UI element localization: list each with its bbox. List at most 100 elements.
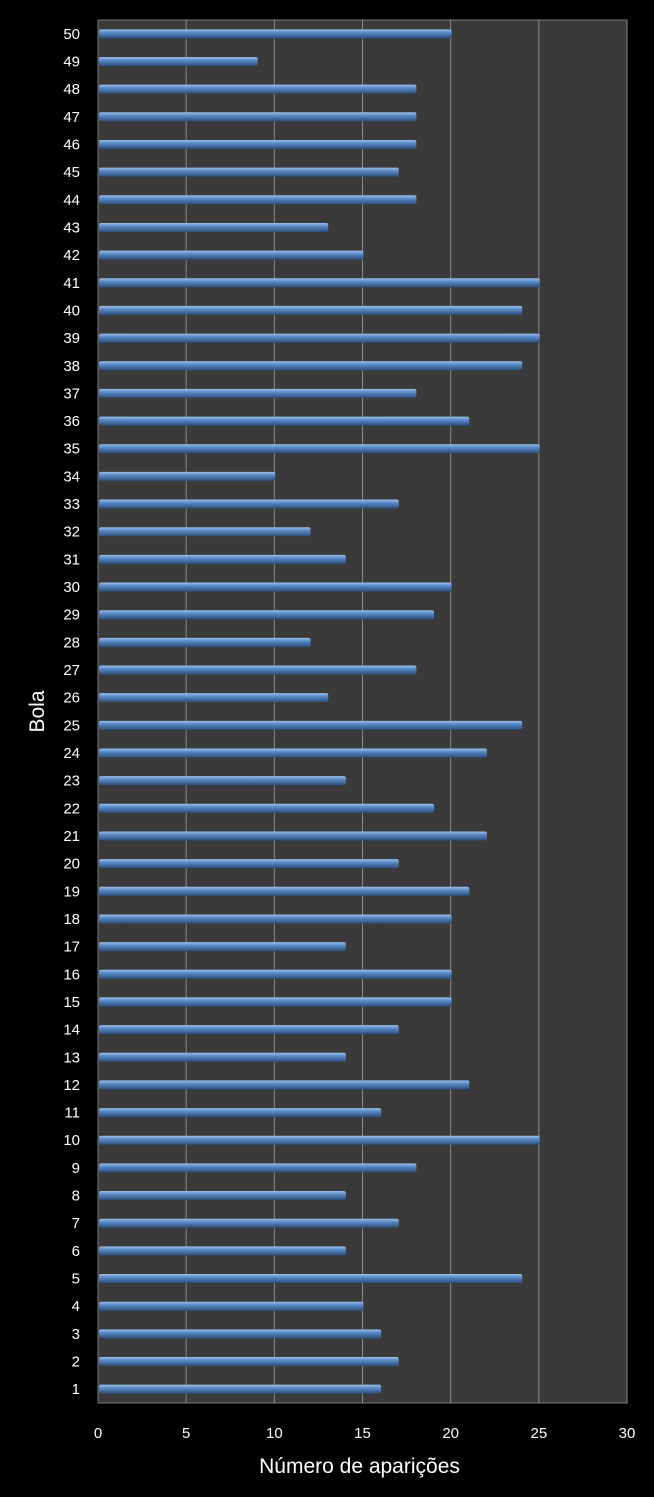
y-tick-label: 6 <box>72 1243 80 1260</box>
y-tick-label: 3 <box>72 1326 80 1343</box>
y-tick-label: 29 <box>63 607 80 624</box>
y-tick-label: 14 <box>63 1022 80 1039</box>
x-tick-label: 5 <box>182 1425 190 1442</box>
bar-41 <box>99 278 540 288</box>
bar-25 <box>99 720 523 730</box>
y-tick-label: 16 <box>63 966 80 983</box>
bar-30 <box>99 582 452 592</box>
bar-42 <box>99 250 364 260</box>
y-tick-label: 35 <box>63 441 80 458</box>
y-tick-label: 2 <box>72 1354 80 1371</box>
y-tick-label: 32 <box>63 524 80 541</box>
bar-19 <box>99 886 470 896</box>
y-tick-label: 27 <box>63 662 80 679</box>
y-tick-label: 34 <box>63 468 80 485</box>
bar-38 <box>99 361 523 371</box>
y-tick-label: 11 <box>64 1105 80 1122</box>
bar-9 <box>99 1163 417 1173</box>
bar-32 <box>99 527 311 537</box>
y-tick-label: 13 <box>63 1049 80 1066</box>
y-tick-label: 17 <box>63 939 80 956</box>
bar-2 <box>99 1357 399 1367</box>
bar-21 <box>99 831 487 841</box>
bar-29 <box>99 610 435 620</box>
y-tick-label: 12 <box>63 1077 80 1094</box>
bar-15 <box>99 997 452 1007</box>
bar-40 <box>99 305 523 315</box>
bar-17 <box>99 942 346 952</box>
bar-26 <box>99 693 329 703</box>
y-tick-label: 25 <box>63 717 80 734</box>
y-tick-label: 30 <box>63 579 80 596</box>
x-axis-label: Número de aparições <box>259 1455 460 1478</box>
bar-22 <box>99 803 435 813</box>
y-tick-label: 28 <box>63 634 80 651</box>
y-tick-label: 24 <box>63 745 80 762</box>
bar-6 <box>99 1246 346 1256</box>
y-tick-label: 40 <box>63 302 80 319</box>
x-tick-label: 0 <box>94 1425 102 1442</box>
bar-36 <box>99 416 470 426</box>
bar-34 <box>99 471 276 481</box>
y-tick-label: 8 <box>72 1188 80 1205</box>
y-axis-label: Bola <box>26 690 49 732</box>
bar-31 <box>99 554 346 564</box>
bar-3 <box>99 1329 382 1339</box>
y-tick-label: 22 <box>63 800 80 817</box>
bar-11 <box>99 1108 382 1118</box>
bar-35 <box>99 444 540 454</box>
bar-12 <box>99 1080 470 1090</box>
y-tick-label: 48 <box>63 81 80 98</box>
bar-7 <box>99 1218 399 1228</box>
bar-44 <box>99 195 417 205</box>
y-tick-label: 19 <box>63 883 80 900</box>
bar-5 <box>99 1274 523 1284</box>
y-tick-label: 33 <box>63 496 80 513</box>
y-tick-label: 20 <box>63 856 80 873</box>
bar-24 <box>99 748 487 758</box>
y-tick-label: 21 <box>63 828 80 845</box>
y-tick-label: 38 <box>63 358 80 375</box>
bar-1 <box>99 1384 382 1394</box>
y-tick-label: 5 <box>72 1271 80 1288</box>
bar-33 <box>99 499 399 509</box>
bar-49 <box>99 56 258 66</box>
y-tick-label: 9 <box>72 1160 80 1177</box>
y-tick-label: 36 <box>63 413 80 430</box>
bar-4 <box>99 1301 364 1311</box>
y-tick-label: 46 <box>63 136 80 153</box>
y-tick-label: 31 <box>63 551 80 568</box>
y-tick-label: 26 <box>63 690 80 707</box>
bar-43 <box>99 222 329 232</box>
bar-48 <box>99 84 417 94</box>
y-tick-label: 18 <box>63 911 80 928</box>
y-tick-label: 23 <box>63 773 80 790</box>
y-tick-label: 15 <box>63 994 80 1011</box>
x-tick-label: 10 <box>266 1425 283 1442</box>
y-tick-label: 41 <box>63 275 80 292</box>
bar-50 <box>99 29 452 39</box>
bar-8 <box>99 1191 346 1201</box>
y-tick-label: 1 <box>72 1381 80 1398</box>
bar-14 <box>99 1025 399 1035</box>
y-tick-label: 7 <box>72 1215 80 1232</box>
y-tick-label: 39 <box>63 330 80 347</box>
bar-37 <box>99 388 417 398</box>
y-tick-label: 42 <box>63 247 80 264</box>
y-tick-label: 44 <box>63 192 80 209</box>
bar-23 <box>99 776 346 786</box>
y-tick-label: 10 <box>63 1132 80 1149</box>
bar-10 <box>99 1135 540 1145</box>
y-tick-label: 47 <box>63 109 80 126</box>
bar-20 <box>99 859 399 869</box>
y-tick-label: 45 <box>63 164 80 181</box>
x-tick-label: 25 <box>530 1425 547 1442</box>
y-tick-label: 37 <box>63 385 80 402</box>
bar-27 <box>99 665 417 675</box>
x-tick-label: 15 <box>354 1425 371 1442</box>
x-tick-label: 30 <box>619 1425 636 1442</box>
y-tick-label: 49 <box>63 53 80 70</box>
bar-45 <box>99 167 399 177</box>
bar-39 <box>99 333 540 343</box>
